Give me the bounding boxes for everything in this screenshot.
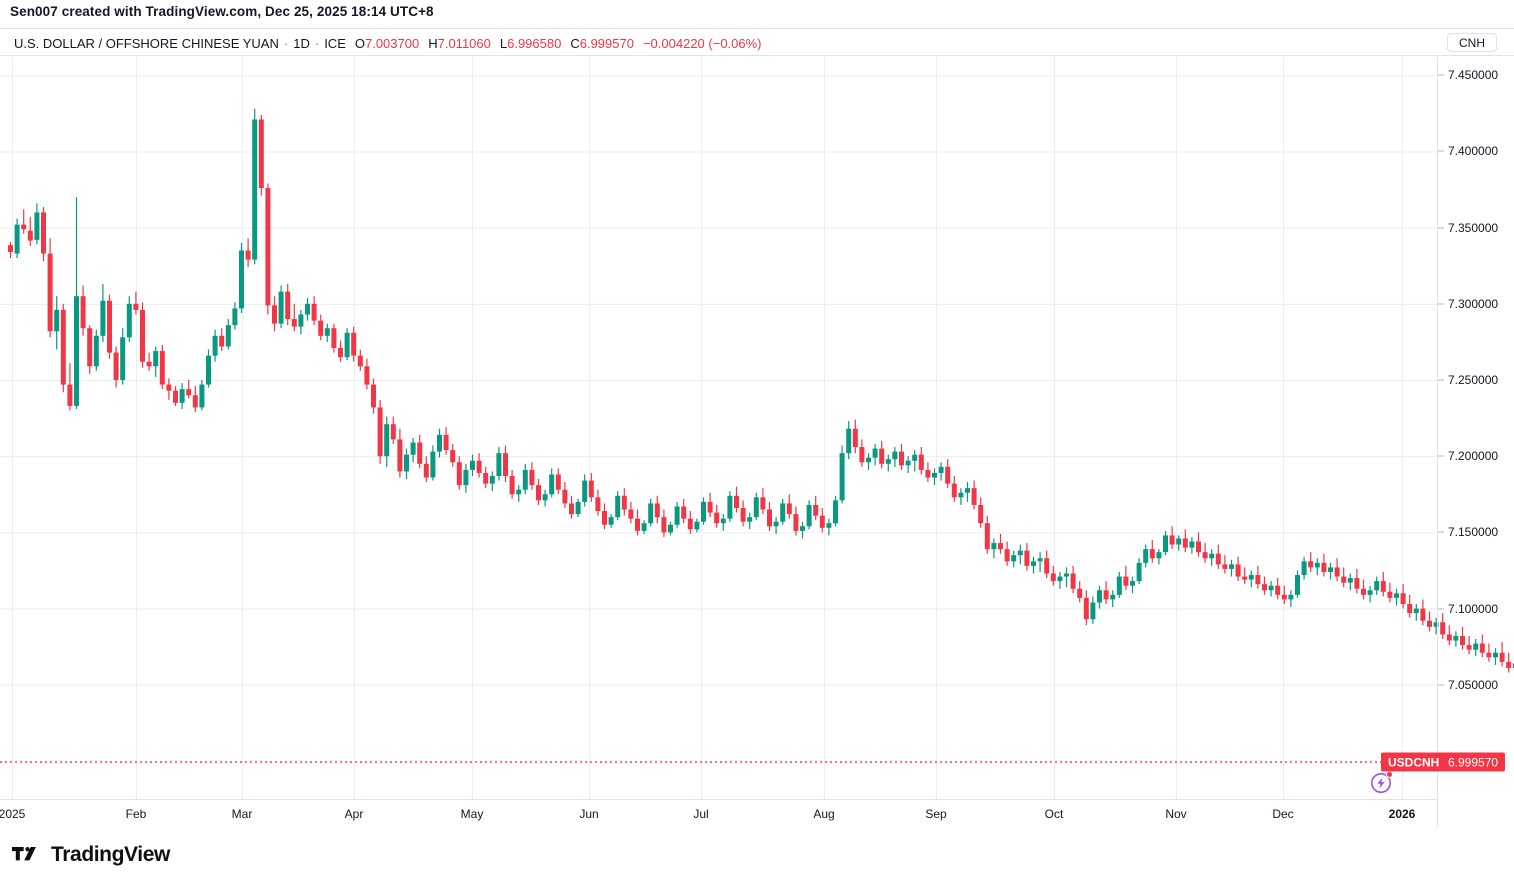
time-tick-label: Aug <box>813 807 835 821</box>
open-label: O <box>354 35 365 51</box>
price-axis-divider <box>1437 57 1438 827</box>
price-tick-label: 7.200000 <box>1448 449 1499 464</box>
price-tick-label: 7.450000 <box>1448 68 1499 83</box>
candlestick-series <box>8 108 1514 673</box>
timeframe-label[interactable]: 1D <box>293 35 310 51</box>
chart-legend[interactable]: U.S. DOLLAR / OFFSHORE CHINESE YUAN · 1D… <box>14 29 762 57</box>
attribution-text: Sen007 created with TradingView.com, Dec… <box>10 4 434 19</box>
time-tick-label: Nov <box>1165 807 1187 821</box>
legend-separator-2: · <box>314 35 320 51</box>
price-tick-label: 7.100000 <box>1448 601 1499 616</box>
time-tick-label: Jul <box>693 807 709 821</box>
price-tick-label: 7.350000 <box>1448 220 1499 235</box>
time-tick-label: May <box>460 807 484 821</box>
time-tick-label: Jun <box>579 807 599 821</box>
time-axis[interactable]: 2025 Feb Mar Apr May Jun Jul Aug Sep Oct Nov Dec 202… <box>0 799 1437 829</box>
exchange-label[interactable]: ICE <box>324 35 346 51</box>
price-tick-label: 7.250000 <box>1448 373 1499 387</box>
high-value: 7.011060 <box>437 35 491 51</box>
close-value-group: C6.999570 <box>570 36 634 51</box>
price-tick-mark <box>1438 227 1444 229</box>
open-value: 7.003700 <box>364 35 420 51</box>
symbol-name[interactable]: U.S. DOLLAR / OFFSHORE CHINESE YUAN <box>14 35 279 51</box>
close-value: 6.999570 <box>579 35 634 51</box>
currency-badge[interactable]: CNH <box>1447 33 1497 52</box>
price-tick-label: 7.300000 <box>1448 296 1499 311</box>
time-tick-label: Dec <box>1272 807 1294 821</box>
price-tick-mark <box>1438 608 1444 610</box>
price-tick-mark <box>1438 379 1444 381</box>
low-label: L <box>499 35 508 51</box>
low-value-group: L6.996580 <box>500 36 561 51</box>
price-axis[interactable]: 7.450000 7.400000 7.350000 7.300000 7.250000… <box>1438 57 1514 799</box>
lightning-bolt-icon[interactable] <box>1370 771 1393 794</box>
legend-separator-1: · <box>283 35 289 51</box>
price-tick-mark <box>1438 531 1444 533</box>
time-tick-label: Apr <box>344 807 364 821</box>
time-tick-label: Feb <box>125 807 147 821</box>
chart-legend-bar: U.S. DOLLAR / OFFSHORE CHINESE YUAN · 1D… <box>0 28 1514 56</box>
notification-dot-icon <box>1386 771 1393 778</box>
price-tick-mark <box>1438 684 1444 686</box>
price-tick-label: 7.400000 <box>1448 144 1499 159</box>
tradingview-wordmark: TradingView <box>51 843 170 866</box>
time-tick-label: 2025 <box>0 807 26 821</box>
price-tick-mark <box>1438 303 1444 305</box>
price-tick-mark <box>1438 74 1444 76</box>
chart-plot-area[interactable] <box>0 57 1514 799</box>
ohlc-values: O7.003700 H7.011060 L6.996580 C6.999570 <box>355 36 634 51</box>
current-price-label[interactable]: 6.999570 <box>1441 752 1506 772</box>
chart-gridlines <box>0 57 1437 799</box>
price-tick-label: 7.050000 <box>1448 677 1499 692</box>
close-label: C <box>570 35 580 51</box>
tradingview-logo-icon <box>12 847 36 861</box>
ticker-price-tag[interactable]: USDCNH <box>1381 752 1447 772</box>
time-tick-label: Sep <box>925 807 947 821</box>
price-tick-mark <box>1438 455 1444 457</box>
low-value: 6.996580 <box>507 35 562 51</box>
time-tick-label: Mar <box>231 807 253 821</box>
price-tick-mark <box>1438 150 1444 152</box>
time-tick-label: Oct <box>1044 807 1064 821</box>
high-label: H <box>428 35 438 51</box>
price-line-overlay <box>0 761 1437 763</box>
tradingview-logo: TradingView <box>12 844 170 865</box>
time-tick-label: 2026 <box>1388 807 1416 821</box>
change-value: −0.004220 (−0.06%) <box>642 35 762 51</box>
open-value-group: O7.003700 <box>355 36 419 51</box>
price-tick-label: 7.150000 <box>1448 525 1499 540</box>
high-value-group: H7.011060 <box>428 36 491 51</box>
